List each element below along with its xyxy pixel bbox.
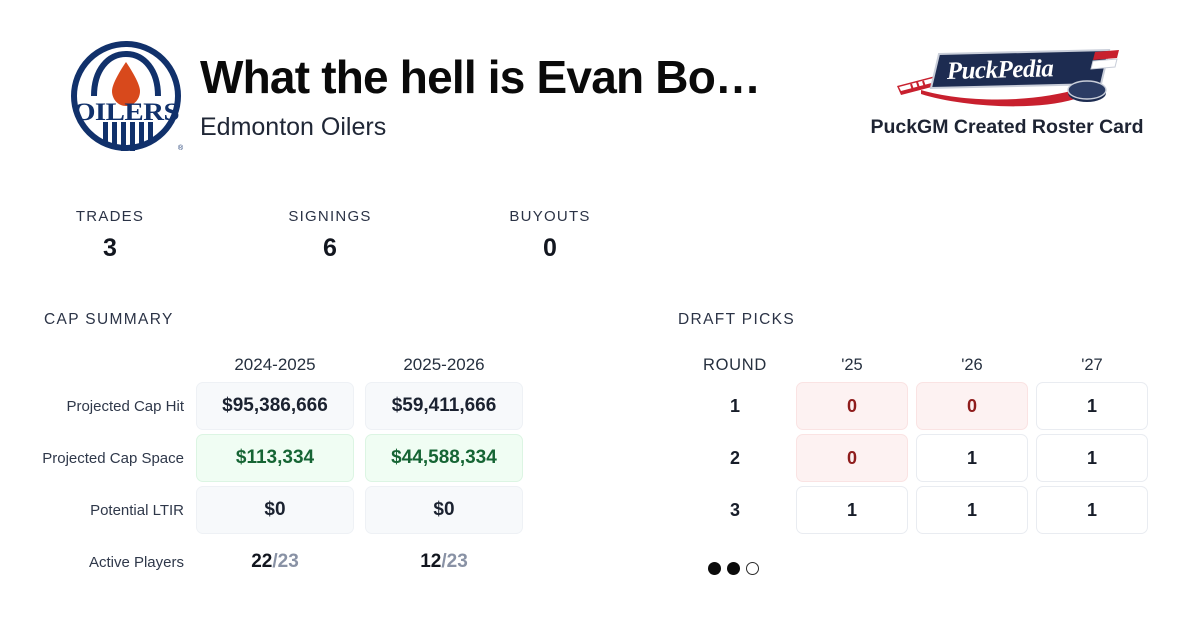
stat-label: BUYOUTS [509, 208, 591, 225]
pagination-dots[interactable] [708, 562, 759, 575]
title-block: What the hell is Evan Bo… Edmonton Oiler… [200, 52, 840, 142]
transaction-stats: TRADES 3 SIGNINGS 6 BUYOUTS 0 [0, 208, 660, 263]
svg-text:PuckPedia: PuckPedia [945, 55, 1053, 85]
pagination-dot[interactable] [746, 562, 759, 575]
cap-summary-header-row: 2024-2025 2025-2026 [40, 350, 570, 380]
stat-buyouts: BUYOUTS 0 [440, 208, 660, 263]
draft-pick-cell: 0 [796, 434, 908, 482]
stat-value: 6 [323, 234, 337, 262]
round-number: 1 [729, 395, 740, 416]
draft-pick-cell: 1 [1036, 382, 1148, 430]
page-title: What the hell is Evan Bo… [200, 52, 761, 103]
draft-pick-cell: 1 [796, 486, 908, 534]
stat-signings: SIGNINGS 6 [220, 208, 440, 263]
cap-value-cell: 22/23 [196, 538, 354, 586]
cap-row-label: Potential LTIR [90, 501, 184, 519]
table-row: 1 0 0 1 [674, 380, 1174, 432]
stat-value: 0 [543, 234, 557, 262]
puckpedia-logo-icon: PuckPedia [897, 48, 1119, 107]
table-row: Active Players 22/23 12/23 [40, 536, 570, 588]
active-players-limit: /23 [441, 551, 468, 572]
table-row: 3 1 1 1 [674, 484, 1174, 536]
cap-summary-heading: CAP SUMMARY [44, 311, 174, 328]
cap-value-cell: $113,334 [196, 434, 354, 482]
draft-year-header: '25 [841, 355, 863, 374]
cap-value-cell: $59,411,666 [365, 382, 523, 430]
stat-value: 3 [103, 234, 117, 262]
draft-year-header: '27 [1081, 355, 1103, 374]
table-row: Projected Cap Hit $95,386,666 $59,411,66… [40, 380, 570, 432]
round-number: 2 [729, 447, 740, 468]
active-players-count: 12 [420, 551, 442, 572]
brand-caption: PuckGM Created Roster Card [870, 116, 1144, 138]
table-row: Projected Cap Space $113,334 $44,588,334 [40, 432, 570, 484]
draft-pick-cell: 0 [916, 382, 1028, 430]
card-header: OILERS ® What the hell is Evan Bo… Edmon… [0, 0, 1200, 175]
table-row: 2 0 1 1 [674, 432, 1174, 484]
svg-text:OILERS: OILERS [73, 98, 179, 126]
table-row: Potential LTIR $0 $0 [40, 484, 570, 536]
cap-value-cell: $44,588,334 [365, 434, 523, 482]
draft-picks-heading: DRAFT PICKS [678, 311, 796, 328]
active-players-count: 22 [251, 551, 273, 572]
cap-value-cell: $95,386,666 [196, 382, 354, 430]
cap-value-cell: $0 [196, 486, 354, 534]
cap-summary-table: 2024-2025 2025-2026 Projected Cap Hit $9… [40, 350, 570, 588]
pagination-dot[interactable] [708, 562, 721, 575]
draft-pick-cell: 0 [796, 382, 908, 430]
cap-value-cell: 12/23 [365, 538, 523, 586]
cap-row-label: Projected Cap Hit [66, 397, 184, 415]
stat-trades: TRADES 3 [0, 208, 220, 263]
pagination-dot[interactable] [727, 562, 740, 575]
cap-row-label: Active Players [88, 553, 184, 571]
edmonton-oilers-logo-icon: OILERS ® [71, 41, 184, 152]
active-players-limit: /23 [272, 551, 299, 572]
cap-row-label: Projected Cap Space [42, 449, 184, 467]
cap-value-cell: $0 [365, 486, 523, 534]
stat-label: TRADES [75, 208, 145, 225]
cap-season-header: 2025-2026 [403, 355, 485, 374]
draft-picks-table: ROUND '25 '26 '27 1 0 0 1 2 0 1 1 3 1 1 … [674, 350, 1174, 536]
round-column-header: ROUND [703, 355, 767, 374]
round-number: 3 [729, 499, 740, 520]
svg-text:®: ® [178, 144, 184, 152]
draft-year-header: '26 [961, 355, 983, 374]
draft-pick-cell: 1 [1036, 486, 1148, 534]
draft-pick-cell: 1 [916, 486, 1028, 534]
draft-pick-cell: 1 [1036, 434, 1148, 482]
draft-header-row: ROUND '25 '26 '27 [674, 350, 1174, 380]
cap-season-header: 2024-2025 [234, 355, 316, 374]
stat-label: SIGNINGS [288, 208, 372, 225]
draft-pick-cell: 1 [916, 434, 1028, 482]
brand-block: PuckPedia PuckGM Created Roster Card [862, 46, 1152, 139]
team-name: Edmonton Oilers [200, 112, 387, 141]
